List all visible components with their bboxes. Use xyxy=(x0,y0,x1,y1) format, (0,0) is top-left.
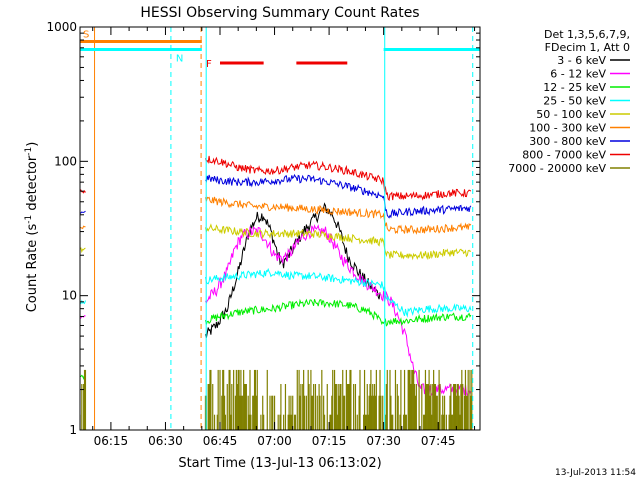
x-tick-label: 07:30 xyxy=(366,434,401,448)
flag-label: F xyxy=(206,59,212,70)
series-line xyxy=(205,155,472,202)
x-tick-label: 07:00 xyxy=(257,434,292,448)
series-25-50keV xyxy=(80,267,472,318)
legend-entry-label: 25 - 50 keV xyxy=(543,95,606,108)
legend: Det 1,3,5,6,7,9,FDecim 1, Att 03 - 6 keV… xyxy=(508,28,630,175)
y-tick-label: 1 xyxy=(69,423,77,437)
x-tick-label: 06:15 xyxy=(94,434,129,448)
series-line xyxy=(80,189,86,194)
y-tick-label: 10 xyxy=(62,289,77,303)
x-tick-label: 07:45 xyxy=(421,434,456,448)
series-line xyxy=(80,225,86,230)
plot-frame xyxy=(79,26,481,431)
legend-entry-label: 50 - 100 keV xyxy=(536,108,606,121)
legend-entry-label: 6 - 12 keV xyxy=(550,68,606,81)
legend-header: FDecim 1, Att 0 xyxy=(545,41,630,54)
y-tick-label: 100 xyxy=(54,154,77,168)
series-line xyxy=(205,196,472,235)
chart-title: HESSI Observing Summary Count Rates xyxy=(140,5,419,21)
x-axis-label: Start Time (13-Jul-13 06:13:02) xyxy=(178,456,381,471)
legend-entry-label: 800 - 7000 keV xyxy=(522,149,606,162)
axes: 1 10 100 1000 06:15 06:30 06:45 07:00 07:15 07:30… xyxy=(46,20,481,448)
x-tick-label: 07:15 xyxy=(312,434,347,448)
series-line xyxy=(80,247,86,254)
series-7000-20000keV xyxy=(80,369,473,430)
legend-entry-label: 7000 - 20000 keV xyxy=(508,162,606,175)
y-tick-label: 1000 xyxy=(46,20,77,34)
series-800-7000keV xyxy=(80,155,472,202)
x-tick-label: 06:45 xyxy=(203,434,238,448)
y-axis-label: Count Rate (s-1 detector-1) xyxy=(24,142,40,313)
series-100-300keV xyxy=(80,196,472,235)
series-line xyxy=(205,267,472,318)
series-line xyxy=(80,210,86,214)
series-line xyxy=(205,223,472,261)
legend-header: Det 1,3,5,6,7,9, xyxy=(544,28,630,41)
series-line xyxy=(205,173,472,219)
flag-label: S xyxy=(83,29,89,40)
series-50-100keV xyxy=(80,223,472,261)
timestamp: 13-Jul-2013 11:54 xyxy=(555,468,636,478)
legend-entry-label: 3 - 6 keV xyxy=(557,54,606,67)
series-line xyxy=(205,202,381,338)
legend-entry-label: 12 - 25 keV xyxy=(543,81,606,94)
series-3-6keV xyxy=(205,202,381,338)
plot-area xyxy=(80,27,480,430)
x-tick-label: 06:30 xyxy=(148,434,183,448)
legend-entry-label: 300 - 800 keV xyxy=(529,135,606,148)
flag-label: N xyxy=(176,53,183,64)
legend-entry-label: 100 - 300 keV xyxy=(529,122,606,135)
series-line xyxy=(205,298,472,327)
series-300-800keV xyxy=(80,173,472,219)
series-line xyxy=(80,299,86,305)
plot-content: S N F xyxy=(80,27,480,430)
